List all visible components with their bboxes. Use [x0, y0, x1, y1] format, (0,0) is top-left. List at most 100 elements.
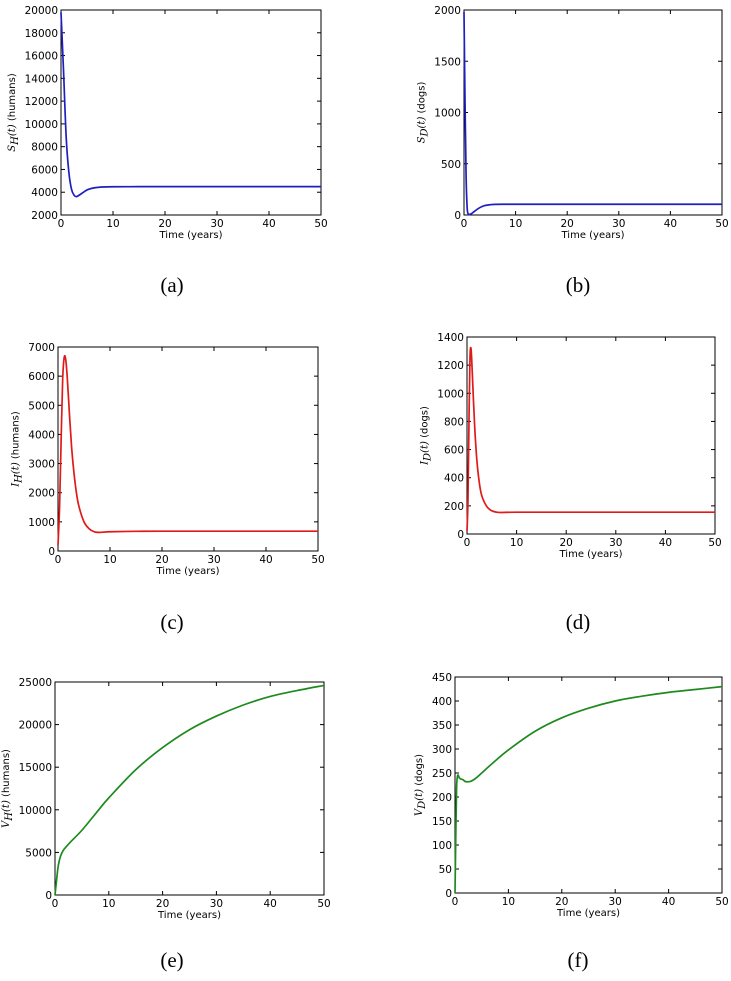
y-tick-label: 0: [445, 888, 452, 900]
y-tick-label: 8000: [31, 142, 58, 154]
y-axis-label: ID(t) (dogs): [419, 406, 433, 466]
x-tick-label: 10: [106, 218, 119, 230]
panel-caption: (e): [160, 948, 183, 972]
x-tick-label: 30: [609, 896, 622, 908]
y-tick-label: 5000: [25, 847, 52, 859]
x-tick-label: 50: [708, 537, 721, 549]
x-tick-label: 20: [560, 537, 573, 549]
y-tick-label: 10000: [19, 805, 52, 817]
panel-caption: (d): [566, 610, 591, 634]
y-tick-label: 450: [432, 672, 452, 684]
y-tick-label: 20000: [19, 720, 52, 732]
x-tick-label: 40: [262, 218, 275, 230]
x-tick-label: 0: [461, 218, 468, 230]
x-tick-label: 30: [207, 554, 220, 566]
y-tick-label: 1000: [437, 388, 464, 400]
x-tick-label: 30: [612, 218, 625, 230]
x-axis-label: Time (years): [156, 566, 220, 577]
x-tick-label: 40: [659, 537, 672, 549]
y-tick-label: 2000: [28, 488, 55, 500]
y-tick-label: 1000: [28, 517, 55, 529]
x-tick-label: 0: [52, 898, 59, 910]
y-axis-label: VH(t) (humans): [1, 749, 15, 828]
y-tick-label: 0: [454, 210, 461, 222]
y-tick-label: 300: [432, 744, 452, 756]
plot-frame: [463, 9, 723, 216]
y-tick-label: 250: [432, 768, 452, 780]
x-tick-label: 40: [662, 896, 675, 908]
y-tick-label: 12000: [25, 96, 58, 108]
y-tick-label: 16000: [25, 51, 58, 63]
x-tick-label: 10: [502, 896, 515, 908]
chart-panel-6: 0 10 20 30 40 50 0 50 100 150 200 250 300 350 400 450 Ti…: [414, 672, 729, 972]
y-tick-label: 200: [432, 792, 452, 804]
y-tick-label: 5000: [28, 400, 55, 412]
panel-caption: (b): [566, 273, 591, 297]
y-tick-label: 0: [48, 546, 55, 558]
x-tick-label: 30: [210, 218, 223, 230]
y-tick-label: 6000: [31, 164, 58, 176]
plot-frame: [466, 336, 716, 535]
series-line: [57, 354, 318, 546]
x-axis-label: Time (years): [561, 230, 625, 241]
x-axis-label: Time (years): [559, 549, 623, 560]
x-tick-label: 50: [314, 218, 327, 230]
y-tick-label: 0: [457, 529, 464, 541]
y-tick-label: 2000: [31, 210, 58, 222]
x-tick-label: 20: [155, 554, 168, 566]
x-tick-label: 50: [715, 896, 728, 908]
plot-frame: [57, 346, 319, 552]
y-tick-label: 6000: [28, 371, 55, 383]
y-tick-label: 500: [441, 159, 461, 171]
x-tick-label: 20: [555, 896, 568, 908]
panel-caption: (c): [160, 610, 183, 634]
y-axis-label: IH(t) (humans): [10, 411, 24, 488]
x-tick-label: 40: [664, 218, 677, 230]
y-tick-label: 7000: [28, 342, 55, 354]
y-axis-label: VD(t) (dogs): [414, 754, 428, 816]
x-axis-label: Time (years): [157, 910, 221, 921]
y-tick-label: 20000: [25, 5, 58, 17]
x-tick-label: 20: [561, 218, 574, 230]
panel-caption: (a): [160, 273, 183, 297]
x-tick-label: 0: [464, 537, 471, 549]
x-tick-label: 10: [510, 537, 523, 549]
y-tick-label: 25000: [19, 677, 52, 689]
x-tick-label: 0: [58, 218, 65, 230]
y-tick-label: 150: [432, 816, 452, 828]
y-tick-label: 1400: [437, 332, 464, 344]
y-tick-label: 2000: [434, 5, 461, 17]
series-line: [454, 685, 723, 894]
y-tick-label: 14000: [25, 73, 58, 85]
y-tick-label: 400: [432, 696, 452, 708]
y-tick-label: 600: [444, 445, 464, 457]
y-tick-label: 400: [444, 473, 464, 485]
x-tick-label: 20: [158, 218, 171, 230]
x-tick-label: 10: [509, 218, 522, 230]
x-axis-label: Time (years): [159, 230, 223, 241]
chart-panel-3: 0 10 20 30 40 50 0 1000 2000 3000 4000 5000 6000 7000…: [10, 342, 324, 634]
series-line: [463, 12, 722, 216]
y-tick-label: 4000: [31, 187, 58, 199]
y-axis-label: SH(t) (humans): [7, 73, 21, 152]
x-tick-label: 10: [102, 898, 115, 910]
x-tick-label: 10: [103, 554, 116, 566]
y-tick-label: 1500: [434, 56, 461, 68]
x-tick-label: 50: [715, 218, 728, 230]
y-tick-label: 0: [45, 890, 52, 902]
x-tick-label: 0: [452, 896, 459, 908]
x-tick-label: 30: [609, 537, 622, 549]
chart-panel-5: 0 10 20 30 40 50 0 5000 10000 15000 20000 25000 Time…: [1, 677, 331, 972]
chart-panel-1: 0 10 20 30 40 50 2000 4000 6000 8000 10000 12000 140…: [7, 5, 328, 297]
x-tick-label: 0: [55, 554, 62, 566]
x-tick-label: 20: [156, 898, 169, 910]
panel-caption: (f): [568, 948, 589, 972]
plot-frame: [54, 681, 325, 896]
y-tick-label: 1200: [437, 360, 464, 372]
x-tick-label: 40: [264, 898, 277, 910]
y-tick-label: 15000: [19, 762, 52, 774]
x-tick-label: 50: [317, 898, 330, 910]
chart-panel-4: 0 10 20 30 40 50 0 200 400 600 800 1000 1200 1400 Time…: [419, 332, 721, 634]
